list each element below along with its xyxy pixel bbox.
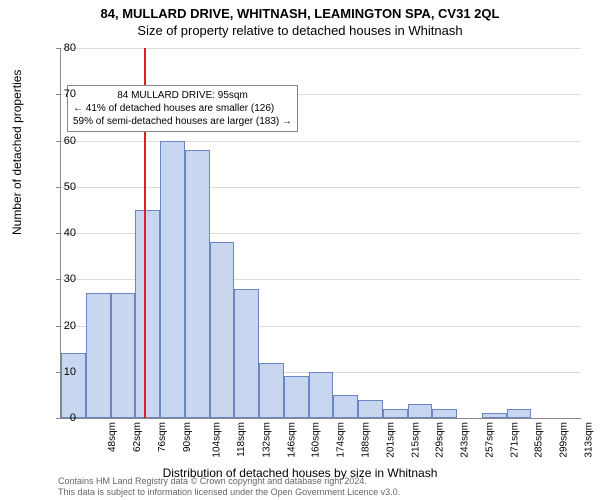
y-tick-label: 20 xyxy=(46,320,76,332)
x-tick-label: 62sqm xyxy=(132,422,143,452)
attribution-text: Contains HM Land Registry data © Crown c… xyxy=(58,476,400,498)
histogram-bar xyxy=(358,400,383,419)
histogram-bar xyxy=(210,242,235,418)
histogram-bar xyxy=(432,409,457,418)
x-tick-label: 160sqm xyxy=(311,422,322,458)
attribution-line1: Contains HM Land Registry data © Crown c… xyxy=(58,476,400,487)
annotation-line1: 84 MULLARD DRIVE: 95sqm xyxy=(73,89,292,102)
x-tick-label: 132sqm xyxy=(262,422,273,458)
attribution-line2: This data is subject to information lice… xyxy=(58,487,400,498)
histogram-bar xyxy=(160,141,185,419)
x-tick-label: 271sqm xyxy=(509,422,520,458)
chart-title-main: 84, MULLARD DRIVE, WHITNASH, LEAMINGTON … xyxy=(0,0,600,21)
histogram-bar xyxy=(185,150,210,418)
y-tick-label: 60 xyxy=(46,135,76,147)
y-tick-label: 30 xyxy=(46,273,76,285)
histogram-bar xyxy=(383,409,408,418)
y-axis-label: Number of detached properties xyxy=(10,70,24,235)
x-tick-label: 76sqm xyxy=(157,422,168,452)
x-tick-label: 299sqm xyxy=(559,422,570,458)
x-tick-label: 201sqm xyxy=(385,422,396,458)
grid-line xyxy=(61,141,581,142)
histogram-bar xyxy=(408,404,433,418)
chart-container: 84, MULLARD DRIVE, WHITNASH, LEAMINGTON … xyxy=(0,0,600,500)
annotation-line3: 59% of semi-detached houses are larger (… xyxy=(73,115,292,128)
y-tick-label: 0 xyxy=(46,412,76,424)
x-tick-label: 313sqm xyxy=(583,422,594,458)
x-tick-label: 229sqm xyxy=(435,422,446,458)
x-tick-label: 118sqm xyxy=(236,422,247,457)
x-tick-label: 257sqm xyxy=(484,422,495,458)
y-tick-label: 50 xyxy=(46,181,76,193)
histogram-bar xyxy=(333,395,358,418)
x-tick-label: 188sqm xyxy=(361,422,372,458)
histogram-bar xyxy=(482,413,507,418)
histogram-bar xyxy=(507,409,532,418)
chart-title-sub: Size of property relative to detached ho… xyxy=(0,21,600,38)
y-tick-label: 70 xyxy=(46,88,76,100)
x-tick-label: 174sqm xyxy=(336,422,347,458)
histogram-bar xyxy=(234,289,259,419)
histogram-bar xyxy=(259,363,284,419)
x-tick-label: 285sqm xyxy=(534,422,545,458)
histogram-bar xyxy=(284,376,309,418)
x-tick-label: 146sqm xyxy=(286,422,297,458)
histogram-bar xyxy=(86,293,111,418)
histogram-bar xyxy=(309,372,334,418)
x-tick-label: 48sqm xyxy=(107,422,118,452)
x-tick-label: 215sqm xyxy=(410,422,421,458)
grid-line xyxy=(61,187,581,188)
grid-line xyxy=(61,48,581,49)
x-tick-label: 243sqm xyxy=(460,422,471,458)
y-tick-label: 80 xyxy=(46,42,76,54)
x-tick-label: 104sqm xyxy=(212,422,223,458)
y-tick-label: 10 xyxy=(46,366,76,378)
histogram-bar xyxy=(135,210,160,418)
plot-area: 84 MULLARD DRIVE: 95sqm← 41% of detached… xyxy=(60,48,581,419)
histogram-bar xyxy=(61,353,86,418)
annotation-line2: ← 41% of detached houses are smaller (12… xyxy=(73,102,292,115)
y-tick-label: 40 xyxy=(46,227,76,239)
x-tick-label: 90sqm xyxy=(182,422,193,452)
annotation-box: 84 MULLARD DRIVE: 95sqm← 41% of detached… xyxy=(67,85,298,132)
histogram-bar xyxy=(111,293,136,418)
